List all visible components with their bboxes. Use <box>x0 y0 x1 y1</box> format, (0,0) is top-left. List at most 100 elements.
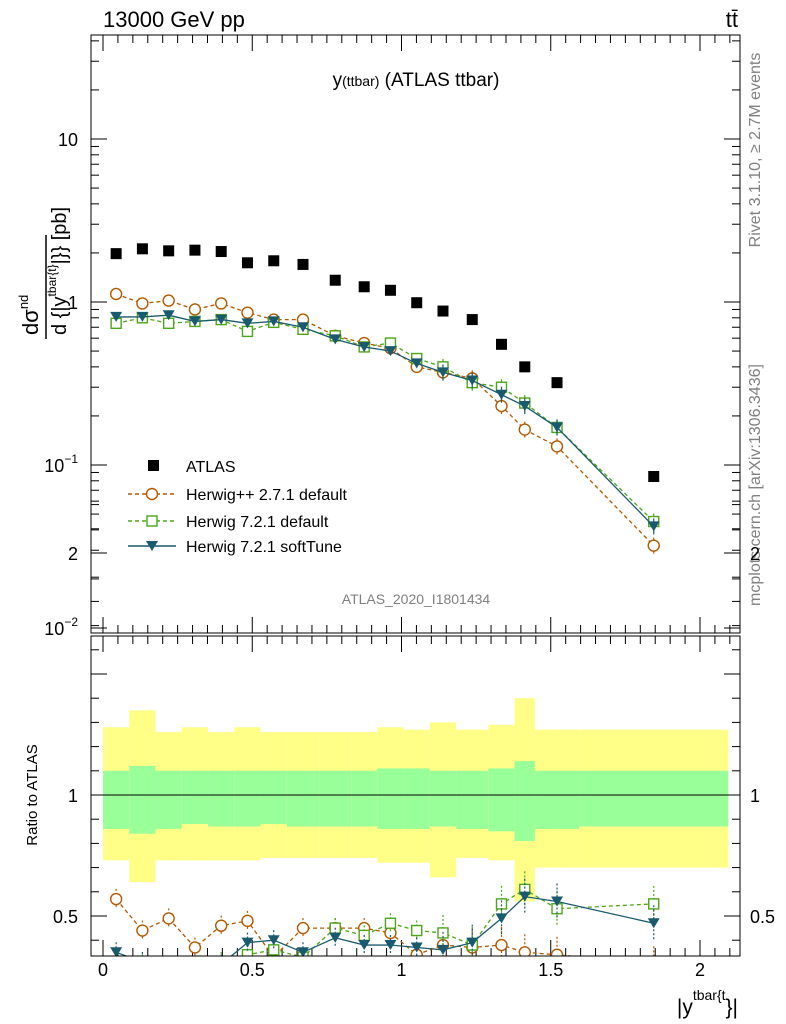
data-point-atlas <box>215 246 227 258</box>
uncertainty-band-inner <box>429 770 457 827</box>
title-main: y <box>333 70 343 91</box>
x-tick-label: 0 <box>98 960 108 980</box>
process-label: tt̄ <box>726 7 738 32</box>
ratio-y-tick-label-right: 2 <box>750 544 760 564</box>
uncertainty-band-inner <box>103 770 130 829</box>
uncertainty-band-inner <box>488 768 515 832</box>
xlabel-main: |y <box>677 996 693 1019</box>
x-axis-label: |ytbar{t}| <box>677 987 738 1019</box>
ratio-point-herwig-7-2-1-softtune <box>466 937 479 948</box>
ratio-y-tick-label-right: 0.5 <box>750 907 775 927</box>
ratio-point-herwig-7-2-1-default <box>384 917 397 929</box>
legend-item-atlas: ATLAS <box>148 459 236 476</box>
ratio-point-herwig-7-2-1-default <box>648 898 660 910</box>
ratio-point-herwig-7-2-1-softtune <box>495 913 508 924</box>
ratio-point-herwig-2-7-1-default <box>162 912 175 925</box>
data-point-herwig-7-2-1-softtune <box>241 318 254 329</box>
ratio-point-herwig-2-7-1-default <box>296 921 310 935</box>
y-tick-label: 10 <box>58 130 78 150</box>
ratio-point-herwig-7-2-1-softtune <box>110 947 123 956</box>
data-point-herwig-7-2-1-softtune <box>162 310 175 321</box>
data-point-herwig-7-2-1-softtune <box>110 311 123 322</box>
energy-label: 13000 GeV pp <box>103 7 245 32</box>
y-tick-label: 10−1 <box>44 452 78 476</box>
data-point-herwig-2-7-1-default <box>241 306 254 319</box>
ratio-y-label: Ratio to ATLAS <box>24 744 41 845</box>
legend-marker-atlas <box>148 460 159 471</box>
ratio-point-herwig-2-7-1-default <box>109 892 123 906</box>
ylabel-d: d {|y <box>49 296 71 335</box>
uncertainty-band-inner <box>534 770 580 829</box>
data-point-atlas <box>110 248 122 260</box>
ratio-point-herwig-2-7-1-default <box>550 948 564 956</box>
data-point-atlas <box>136 243 148 255</box>
legend-label-herwigpp: Herwig++ 2.7.1 default <box>186 487 348 504</box>
data-point-herwig-7-2-1-softtune <box>267 316 280 327</box>
data-point-atlas <box>519 361 531 373</box>
chart-title: y(ttbar) (ATLAS ttbar) <box>333 70 500 91</box>
ratio-point-herwig-7-2-1-softtune <box>267 935 280 946</box>
data-point-herwig-7-2-1-softtune <box>410 358 423 369</box>
legend-item-herwigpp: Herwig++ 2.7.1 default <box>128 487 348 504</box>
ratio-bands <box>91 698 740 902</box>
data-point-herwig-7-2-1-softtune <box>188 316 201 327</box>
legend-label-atlas: ATLAS <box>186 459 236 476</box>
ratio-point-herwig-7-2-1-softtune <box>215 959 227 969</box>
data-point-herwig-7-2-1-softtune <box>495 389 508 400</box>
x-tick-label: 1 <box>396 960 406 980</box>
data-point-herwig-7-2-1-softtune <box>551 422 564 433</box>
data-point-atlas <box>384 284 396 296</box>
ratio-point-herwig-7-2-1-default <box>241 949 254 956</box>
uncertainty-band-inner <box>456 770 489 829</box>
ratio-point-herwig-2-7-1-default <box>518 946 531 956</box>
legend-item-herwig7-default: Herwig 7.2.1 default <box>128 514 329 531</box>
uncertainty-band-inner <box>351 770 378 827</box>
ratio-y-tick-label-right: 1 <box>750 786 760 806</box>
data-point-herwig-2-7-1-default <box>136 297 149 310</box>
ratio-point-herwig-7-2-1-softtune <box>518 891 531 902</box>
data-point-herwig-7-2-1-softtune <box>136 311 149 322</box>
ratio-point-herwig-2-7-1-default <box>648 959 659 970</box>
legend-marker-herwigpp <box>145 487 159 501</box>
data-point-atlas <box>495 338 507 350</box>
ratio-point-herwig-7-2-1-softtune <box>163 967 175 977</box>
legend-marker-herwig7-softtune <box>146 541 158 551</box>
legend-label-herwig7-softtune: Herwig 7.2.1 softTune <box>186 539 342 556</box>
data-point-herwig-7-2-1-softtune <box>384 346 397 357</box>
rivet-label: Rivet 3.1.10, ≥ 2.7M events <box>747 53 764 248</box>
y-tick-base: 10 <box>58 130 78 150</box>
data-point-herwig-7-2-1-softtune <box>436 367 449 378</box>
xlabel-tail: }| <box>726 996 738 1019</box>
ratio-point-herwig-2-7-1-default <box>495 938 508 952</box>
series-line-herwig-2-7-1-default <box>115 293 655 547</box>
ratio-point-herwig-2-7-1-default <box>241 914 254 928</box>
y-tick-base: 10 <box>44 619 64 639</box>
ratio-point-herwig-7-2-1-default <box>164 967 174 977</box>
data-point-herwig-7-2-1-softtune <box>647 521 660 532</box>
ratio-y-tick-label: 2 <box>68 544 78 564</box>
uncertainty-band-inner <box>579 770 729 827</box>
data-point-herwig-7-2-1-softtune <box>329 334 342 345</box>
data-point-atlas <box>358 281 370 293</box>
y-tick-exp: −1 <box>64 452 78 466</box>
uncertainty-band-inner <box>377 768 404 829</box>
ratio-point-herwig-7-2-1-default <box>216 957 226 967</box>
data-point-atlas <box>551 377 563 389</box>
ratio-y-tick-label: 0.5 <box>53 907 78 927</box>
y-tick-label: 1 <box>68 293 78 313</box>
ratio-y-tick-label: 1 <box>68 786 78 806</box>
ratio-point-herwig-7-2-1-softtune <box>551 896 564 907</box>
legend-label-herwig7-default: Herwig 7.2.1 default <box>186 514 329 531</box>
uncertainty-band-inner <box>234 770 261 827</box>
data-point-herwig-2-7-1-default <box>518 423 531 436</box>
data-point-herwig-2-7-1-default <box>162 294 175 307</box>
ratio-point-herwig-7-2-1-softtune <box>136 957 148 967</box>
ylabel-sub: tbar{t} <box>45 264 59 296</box>
ratio-point-herwig-7-2-1-softtune <box>436 944 449 955</box>
top-frame <box>90 34 741 634</box>
x-tick-label: 0.5 <box>240 960 265 980</box>
uncertainty-band-inner <box>286 770 320 827</box>
data-point-atlas <box>268 255 280 267</box>
legend: ATLAS Herwig++ 2.7.1 default Herwig 7.2.… <box>128 459 348 556</box>
